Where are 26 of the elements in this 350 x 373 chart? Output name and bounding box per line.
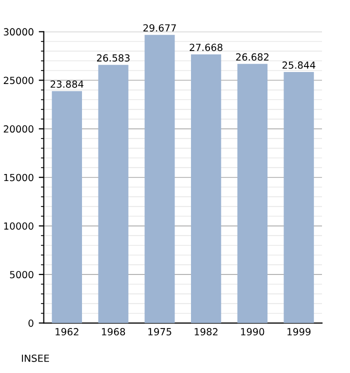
bar [190, 54, 222, 324]
bar [144, 34, 175, 324]
y-tick-label: 5000 [10, 270, 34, 278]
y-tick-label: 10000 [4, 222, 34, 230]
x-tick-label: 1962 [56, 328, 78, 336]
bar [98, 64, 128, 324]
data-label: 26.682 [236, 53, 268, 61]
data-label: 27.668 [190, 44, 222, 52]
data-label: 23.884 [50, 80, 84, 88]
x-tick-label: 1982 [194, 328, 218, 336]
y-tick-label: 0 [28, 319, 34, 327]
data-label: 25.844 [282, 61, 316, 69]
x-tick-label: 1999 [288, 328, 310, 336]
y-tick-label: 20000 [4, 125, 34, 133]
y-tick-label: 30000 [4, 28, 34, 36]
data-label: 26.583 [97, 54, 130, 62]
y-tick-label: 25000 [4, 76, 34, 84]
bar [52, 91, 82, 324]
x-tick-label: 1968 [102, 328, 126, 336]
x-tick-label: 1990 [241, 328, 264, 336]
bar [237, 64, 268, 324]
text: INSEE [22, 354, 49, 362]
x-tick-label: 1975 [148, 328, 172, 336]
bar [284, 72, 314, 324]
data-label: 29.677 [143, 24, 176, 32]
y-tick-label: 15000 [4, 174, 34, 182]
